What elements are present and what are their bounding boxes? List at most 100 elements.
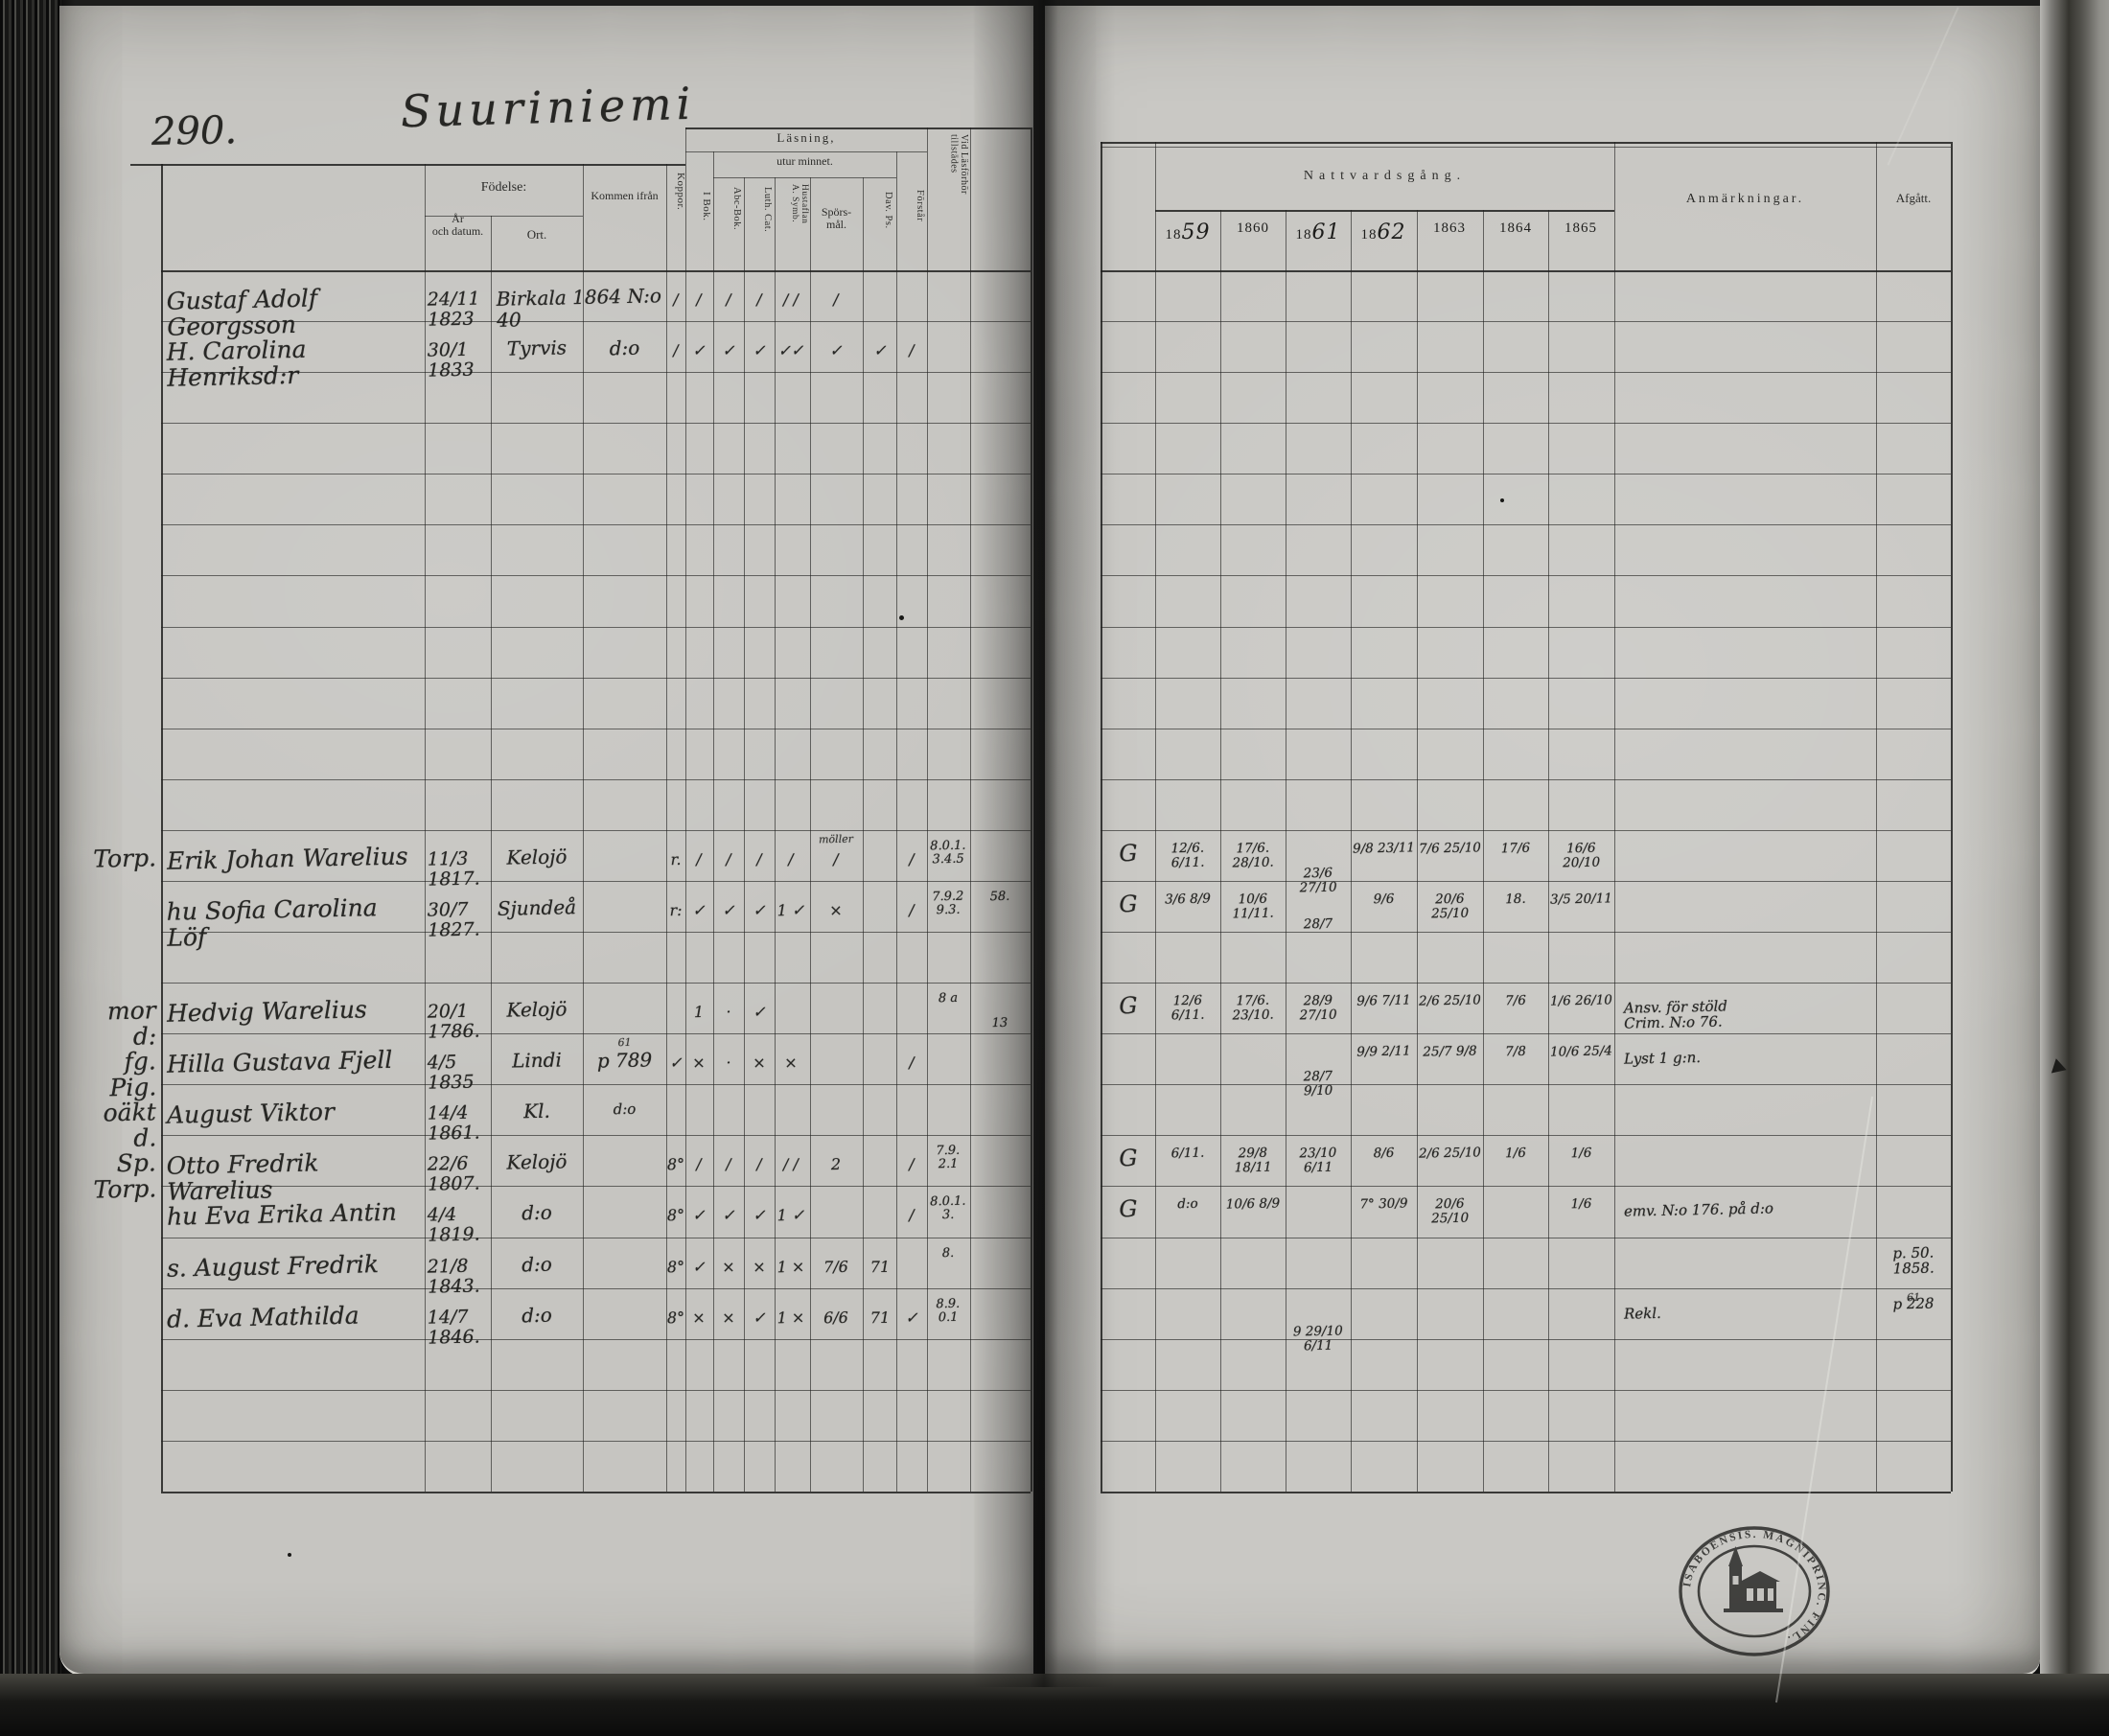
- year-label-1862: 1862: [1360, 220, 1406, 244]
- handwritten-abc: ✓: [722, 340, 735, 360]
- handwritten-last: 13: [991, 1015, 1008, 1031]
- handwritten-ibok: /: [696, 289, 702, 310]
- ruled-line: [161, 627, 1031, 628]
- ruled-line: [1951, 142, 1953, 1492]
- header-sporsmal: Spörs- mål.: [821, 205, 852, 232]
- handwritten-date: 14/7 1846.: [427, 1306, 480, 1348]
- handwritten-y1861: 28/7: [1303, 915, 1333, 933]
- handwritten-forstar: /: [909, 1206, 915, 1225]
- ruled-line: [713, 177, 896, 178]
- handwritten-luth: ✓: [753, 1206, 766, 1225]
- ruled-line: [775, 177, 776, 1492]
- handwritten-spors: 2: [830, 1155, 842, 1174]
- header-fodelse: Födelse:: [480, 180, 527, 195]
- handwritten-y1865: 1/6: [1570, 1146, 1592, 1162]
- ruled-line: [1101, 142, 1102, 1492]
- diocese-stamp: DIOECESISABOENSIS. MAGNIPRINC. FINL.: [1670, 1520, 1830, 1656]
- handwritten-y1860: 10/6 11/11.: [1232, 891, 1274, 922]
- ruled-line: [425, 164, 426, 1492]
- handwritten-vid: 7.9.2 9.3.: [932, 889, 964, 918]
- header-ort: Ort.: [526, 227, 547, 242]
- handwritten-koppor: ✓: [669, 1053, 683, 1073]
- handwritten-y1864: 17/6: [1500, 840, 1531, 857]
- ruled-line: [1101, 779, 1951, 780]
- header-utur-minnet: utur minnet.: [776, 154, 833, 168]
- ruled-line: [161, 1033, 1031, 1034]
- ruled-line: [1876, 142, 1877, 1492]
- handwritten-hust: 1 ×: [776, 1308, 805, 1327]
- handwritten-forstar: /: [909, 1155, 915, 1174]
- handwritten-ibok: ×: [692, 1053, 706, 1073]
- stamp-church-icon: [1724, 1546, 1783, 1612]
- ruled-line: [1101, 1441, 1951, 1442]
- handwritten-y1863: 2/6 25/10: [1418, 1145, 1482, 1163]
- handwritten-y1861: 23/6 27/10: [1299, 865, 1337, 895]
- header-lasning: Läsning,: [776, 130, 836, 145]
- ruled-line: [161, 779, 1031, 780]
- handwritten-y1862: 9/6: [1373, 891, 1395, 908]
- handwritten-abc: ×: [722, 1308, 735, 1327]
- ruled-line: [1101, 1084, 1951, 1085]
- year-label-1860: 1860: [1237, 220, 1269, 236]
- year-label-1859: 1859: [1165, 220, 1211, 244]
- handwritten-hust: 1 ✓: [776, 900, 805, 920]
- handwritten-date: 11/3 1817.: [427, 847, 480, 891]
- ruled-line: [1101, 830, 1951, 831]
- ruled-line: [1548, 210, 1549, 1492]
- handwritten-last: 58.: [989, 889, 1010, 905]
- handwritten-y1865: 3/5 20/11: [1549, 891, 1613, 908]
- ruled-line: [130, 164, 685, 166]
- handwritten-y1860: 17/6. 23/10.: [1232, 992, 1274, 1024]
- handwritten-hust: 1 ✓: [776, 1206, 805, 1225]
- handwritten-anm: Ansv. för stöld Crim. N:o 76.: [1623, 997, 1728, 1033]
- ruled-line: [1155, 210, 1614, 212]
- header-luth-cat: Luth. Cat.: [762, 187, 773, 233]
- handwritten-luth: ✓: [753, 340, 766, 360]
- ruled-line: [685, 151, 927, 152]
- handwritten-ort: Kelojö: [506, 997, 568, 1022]
- handwritten-y1861: 9 29/10 6/11: [1292, 1323, 1343, 1354]
- handwritten-name: d. Eva Mathilda: [166, 1301, 359, 1333]
- handwritten-ort: d:o: [521, 1201, 553, 1225]
- handwritten-y1862: 9/6 7/11: [1356, 992, 1411, 1009]
- handwritten-dav: 71: [869, 1308, 891, 1327]
- handwritten-margin: oäkt d.: [103, 1098, 157, 1153]
- handwritten-ibok: /: [696, 849, 702, 868]
- ruled-line: [1483, 210, 1484, 1492]
- handwritten-ort: Tyrvis: [506, 336, 568, 360]
- village-title: Suuriniemi: [400, 77, 697, 138]
- book-right-edge: [2040, 0, 2109, 1736]
- ruled-line: [161, 830, 1031, 831]
- handwritten-forstar: ✓: [905, 1308, 918, 1327]
- handwritten-sym: G: [1119, 1195, 1138, 1223]
- handwritten-luth: ×: [753, 1053, 766, 1073]
- ink-speck: [1500, 498, 1504, 502]
- ruled-line: [161, 881, 1031, 882]
- handwritten-abc: ·: [726, 1003, 731, 1022]
- handwritten-dav: 71: [869, 1257, 891, 1276]
- handwritten-ort: Sjundeå: [497, 895, 577, 920]
- year-label-1863: 1863: [1433, 220, 1466, 236]
- ruled-line: [666, 164, 667, 1492]
- handwritten-hust: / /: [782, 289, 800, 310]
- handwritten-y1861: 28/9 27/10: [1299, 992, 1337, 1024]
- handwritten-y1859: 6/11.: [1170, 1146, 1205, 1162]
- handwritten-koppor: r.: [670, 849, 682, 869]
- ruled-line: [161, 678, 1031, 679]
- handwritten-luth: ✓: [753, 1003, 766, 1022]
- handwritten-ort: Lindi: [511, 1048, 563, 1073]
- ruled-line: [896, 151, 897, 1492]
- handwritten-hust: / /: [782, 1155, 800, 1174]
- handwritten-ibok: ×: [692, 1308, 706, 1327]
- handwritten-y1864: 18.: [1505, 891, 1526, 908]
- handwritten-luth: ✓: [753, 900, 766, 920]
- page-number: 290.: [151, 108, 238, 154]
- handwritten-y1865: 1/6: [1570, 1196, 1592, 1213]
- ruled-line: [1101, 142, 1951, 144]
- handwritten-koppor: /: [673, 341, 679, 360]
- ruled-line: [1101, 678, 1951, 679]
- handwritten-name: Hilla Gustava Fjell: [166, 1046, 393, 1078]
- handwritten-hust: /: [788, 849, 794, 868]
- ruled-line: [161, 1186, 1031, 1187]
